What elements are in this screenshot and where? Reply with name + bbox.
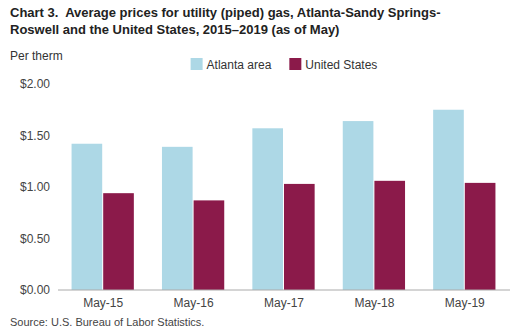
title: Chart 3. Average prices for utility (pip… xyxy=(10,5,441,37)
bar xyxy=(343,121,374,290)
bar xyxy=(433,110,464,290)
bar xyxy=(284,184,315,290)
y-axis-label: Per therm xyxy=(10,49,63,63)
legend-swatch xyxy=(289,58,301,70)
bar xyxy=(72,144,103,290)
bar xyxy=(465,183,496,290)
source-note: Source: U.S. Bureau of Labor Statistics. xyxy=(10,316,204,328)
x-tick-label: May-19 xyxy=(445,296,485,310)
x-axis-line xyxy=(58,290,510,291)
x-tick-label: May-15 xyxy=(83,296,123,310)
bar xyxy=(162,147,193,290)
y-tick-label: $1.50 xyxy=(20,129,50,143)
x-tick-label: May-17 xyxy=(264,296,304,310)
y-tick-label: $0.00 xyxy=(20,283,50,297)
y-tick-label: $1.00 xyxy=(20,180,50,194)
chart: Chart 3. Average prices for utility (pip… xyxy=(0,0,524,332)
bar xyxy=(252,128,283,290)
y-tick-label: $2.00 xyxy=(20,77,50,91)
x-tick-label: May-16 xyxy=(174,296,214,310)
bar xyxy=(194,200,225,290)
bars xyxy=(72,110,496,290)
bar xyxy=(374,181,405,290)
legend-swatch xyxy=(191,58,203,70)
legend-label: United States xyxy=(305,58,377,72)
bar xyxy=(103,193,134,290)
x-tick-label: May-18 xyxy=(354,296,394,310)
legend-label: Atlanta area xyxy=(207,58,272,72)
y-tick-label: $0.50 xyxy=(20,232,50,246)
chart-container: Chart 3. Average prices for utility (pip… xyxy=(0,0,524,332)
legend: Atlanta area United States xyxy=(191,58,378,72)
